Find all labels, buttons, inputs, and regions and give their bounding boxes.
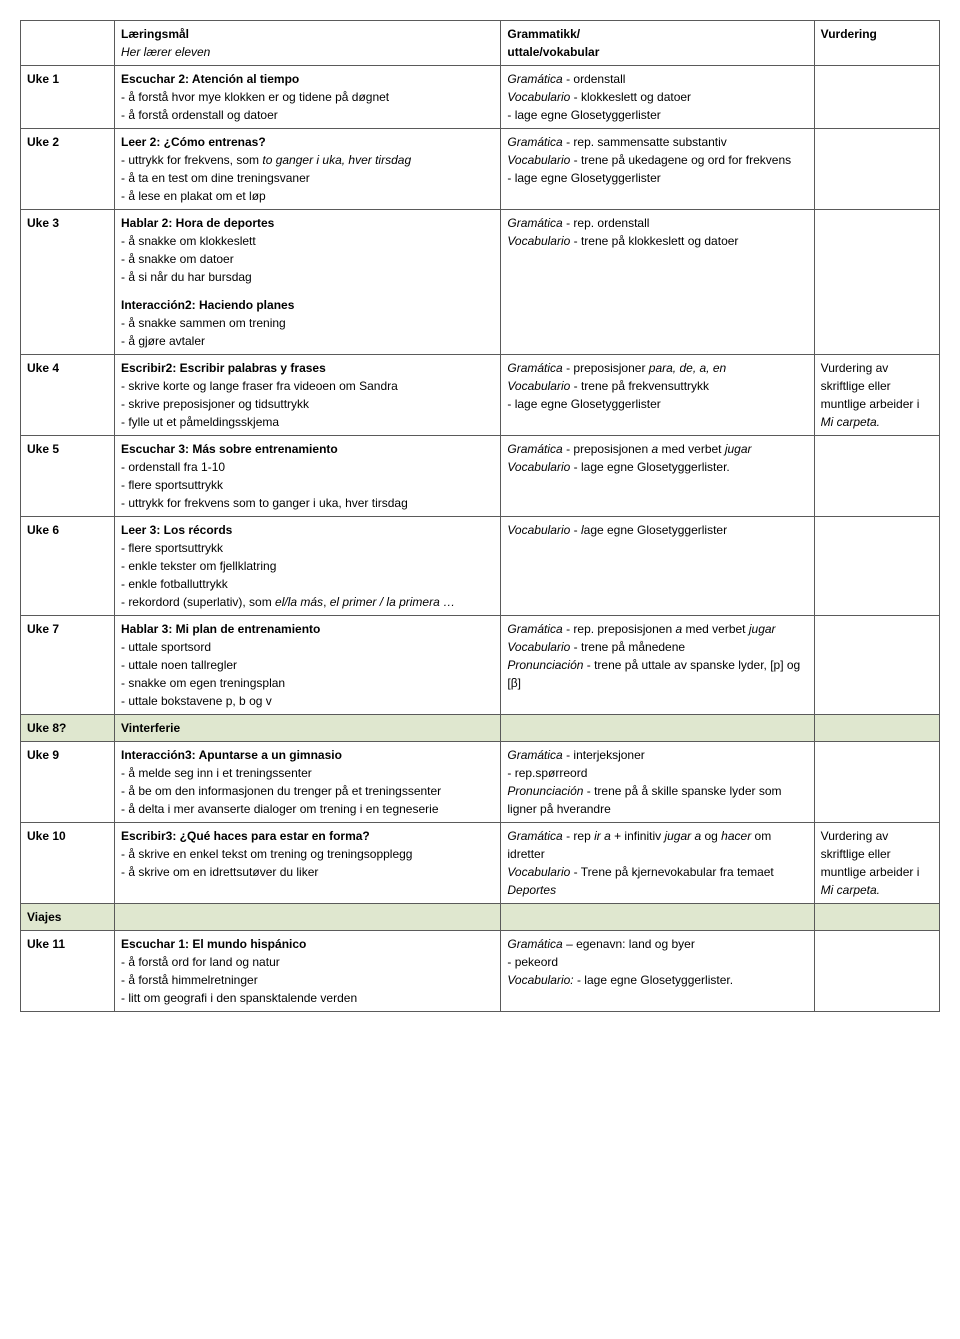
- grammar-cell: [501, 715, 814, 742]
- header-grammar: Grammatikk/uttale/vokabular: [501, 21, 814, 66]
- grammar-cell: Gramática - rep ir a + infinitiv jugar a…: [501, 823, 814, 904]
- table-row: Uke 5Escuchar 3: Más sobre entrenamiento…: [21, 436, 940, 517]
- table-row: Uke 11Escuchar 1: El mundo hispánico- å …: [21, 931, 940, 1012]
- assessment-cell: Vurdering av skriftlige eller muntlige a…: [814, 355, 939, 436]
- grammar-cell: Vocabulario - lage egne Glosetyggerliste…: [501, 517, 814, 616]
- learning-cell: Hablar 2: Hora de deportes- å snakke om …: [114, 210, 500, 355]
- week-cell: Uke 2: [21, 129, 115, 210]
- learning-cell: Vinterferie: [114, 715, 500, 742]
- learning-cell: Leer 3: Los récords- flere sportsuttrykk…: [114, 517, 500, 616]
- week-cell: Uke 11: [21, 931, 115, 1012]
- grammar-cell: Gramática - interjeksjoner- rep.spørreor…: [501, 742, 814, 823]
- learning-cell: Escribir3: ¿Qué haces para estar en form…: [114, 823, 500, 904]
- grammar-cell: Gramática - preposisjoner para, de, a, e…: [501, 355, 814, 436]
- grammar-cell: Gramática - rep. ordenstallVocabulario -…: [501, 210, 814, 355]
- week-cell: Uke 1: [21, 66, 115, 129]
- grammar-cell: Gramática - ordenstallVocabulario - klok…: [501, 66, 814, 129]
- learning-cell: Escuchar 2: Atención al tiempo- å forstå…: [114, 66, 500, 129]
- week-cell: Uke 7: [21, 616, 115, 715]
- week-cell: Viajes: [21, 904, 115, 931]
- table-row: Uke 2Leer 2: ¿Cómo entrenas?- uttrykk fo…: [21, 129, 940, 210]
- grammar-cell: Gramática - preposisjonen a med verbet j…: [501, 436, 814, 517]
- week-cell: Uke 6: [21, 517, 115, 616]
- grammar-cell: [501, 904, 814, 931]
- learning-cell: [114, 904, 500, 931]
- assessment-cell: [814, 742, 939, 823]
- week-cell: Uke 3: [21, 210, 115, 355]
- assessment-cell: [814, 931, 939, 1012]
- header-assessment: Vurdering: [814, 21, 939, 66]
- table-row: Uke 4Escribir2: Escribir palabras y fras…: [21, 355, 940, 436]
- assessment-cell: [814, 129, 939, 210]
- learning-cell: Escuchar 3: Más sobre entrenamiento- ord…: [114, 436, 500, 517]
- assessment-cell: [814, 715, 939, 742]
- curriculum-table: LæringsmålHer lærer elevenGrammatikk/utt…: [20, 20, 940, 1012]
- header-week: [21, 21, 115, 66]
- assessment-cell: [814, 210, 939, 355]
- assessment-cell: Vurdering av skriftlige eller muntlige a…: [814, 823, 939, 904]
- table-row: Uke 8?Vinterferie: [21, 715, 940, 742]
- learning-cell: Interacción3: Apuntarse a un gimnasio- å…: [114, 742, 500, 823]
- table-row: Uke 1Escuchar 2: Atención al tiempo- å f…: [21, 66, 940, 129]
- table-row: Uke 9Interacción3: Apuntarse a un gimnas…: [21, 742, 940, 823]
- learning-cell: Escribir2: Escribir palabras y frases- s…: [114, 355, 500, 436]
- assessment-cell: [814, 436, 939, 517]
- table-row: Uke 3Hablar 2: Hora de deportes- å snakk…: [21, 210, 940, 355]
- week-cell: Uke 9: [21, 742, 115, 823]
- week-cell: Uke 10: [21, 823, 115, 904]
- week-cell: Uke 8?: [21, 715, 115, 742]
- assessment-cell: [814, 904, 939, 931]
- table-row: Viajes: [21, 904, 940, 931]
- week-cell: Uke 4: [21, 355, 115, 436]
- table-row: Uke 6Leer 3: Los récords- flere sportsut…: [21, 517, 940, 616]
- assessment-cell: [814, 616, 939, 715]
- grammar-cell: Gramática – egenavn: land og byer- pekeo…: [501, 931, 814, 1012]
- assessment-cell: [814, 517, 939, 616]
- week-cell: Uke 5: [21, 436, 115, 517]
- learning-cell: Escuchar 1: El mundo hispánico- å forstå…: [114, 931, 500, 1012]
- learning-cell: Leer 2: ¿Cómo entrenas?- uttrykk for fre…: [114, 129, 500, 210]
- header-learning: LæringsmålHer lærer eleven: [114, 21, 500, 66]
- grammar-cell: Gramática - rep. preposisjonen a med ver…: [501, 616, 814, 715]
- table-row: Uke 10Escribir3: ¿Qué haces para estar e…: [21, 823, 940, 904]
- grammar-cell: Gramática - rep. sammensatte substantivV…: [501, 129, 814, 210]
- assessment-cell: [814, 66, 939, 129]
- learning-cell: Hablar 3: Mi plan de entrenamiento- utta…: [114, 616, 500, 715]
- table-row: Uke 7Hablar 3: Mi plan de entrenamiento-…: [21, 616, 940, 715]
